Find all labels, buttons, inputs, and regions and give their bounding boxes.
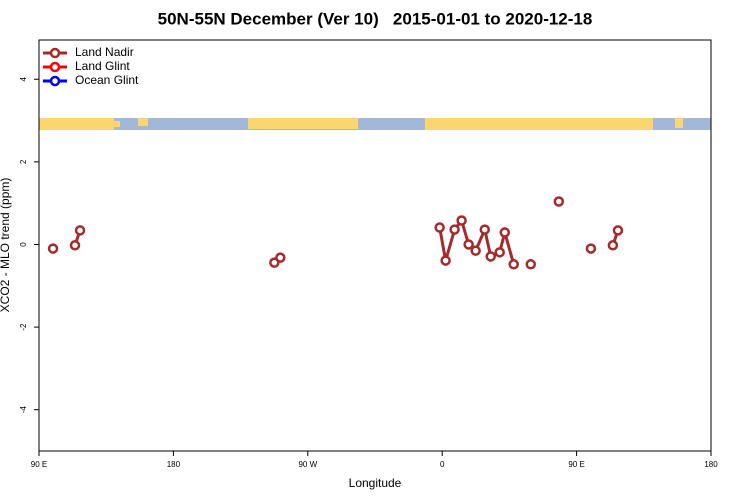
y-tick-label: -2 [19,323,28,331]
point [485,251,496,262]
series-line [73,217,620,265]
point [585,243,597,254]
point [525,259,537,270]
point [69,240,81,251]
point [612,225,624,236]
legend-label: Land Nadir [75,45,134,59]
y-tick-label: 4 [19,76,28,81]
point [275,252,286,263]
x-tick-label: 0 [440,460,445,469]
point [553,196,565,207]
x-tick-label: 90 E [568,460,584,469]
point [456,215,467,226]
y-axis-label: XCO2 - MLO trend (ppm) [0,178,12,313]
point [499,227,511,238]
y-tick-label: 2 [19,159,28,164]
legend-label: Land Glint [75,59,130,73]
point [479,224,491,235]
y-tick-label: 0 [19,242,28,247]
point [47,243,59,254]
land-ocean-strip [39,118,711,130]
point [74,225,86,236]
legend-marker [49,61,61,73]
point [440,255,451,266]
point [607,240,619,251]
x-axis-label: Longitude [349,476,402,490]
point [463,239,474,250]
legend-marker [49,47,61,59]
x-tick-label: 180 [704,460,718,469]
x-tick-label: 90 W [298,460,317,469]
point [508,259,519,270]
point [449,224,460,235]
plot-frame [38,39,712,452]
chart-title: 50N-55N December (Ver 10) 2015-01-01 to … [158,9,593,28]
point [470,245,481,256]
point [494,247,505,258]
legend-label: Ocean Glint [75,73,139,87]
x-tick-label: 180 [167,460,181,469]
legend-marker [49,75,61,87]
point [434,222,445,233]
x-tick-label: 90 E [31,460,47,469]
y-tick-label: -4 [19,406,28,414]
